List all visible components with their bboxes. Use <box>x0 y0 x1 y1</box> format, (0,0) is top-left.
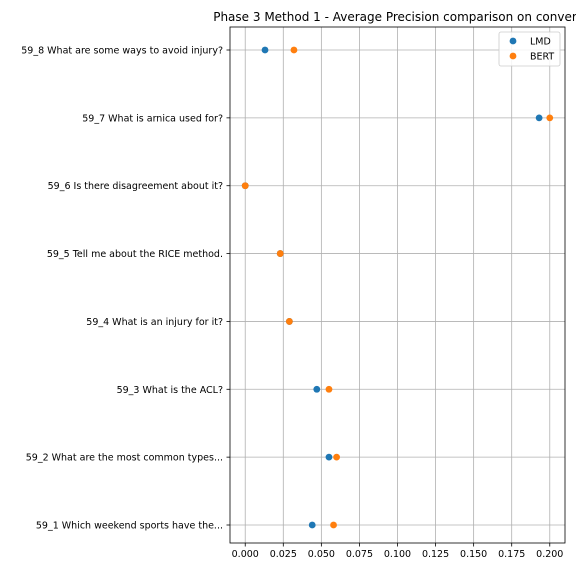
point-lmd <box>313 385 321 393</box>
point-bert <box>241 182 249 190</box>
y-tick-label: 59_1 Which weekend sports have the... <box>36 521 223 532</box>
legend-label-lmd: LMD <box>530 37 551 48</box>
legend-marker-bert <box>509 52 517 60</box>
point-bert <box>546 114 554 122</box>
point-bert <box>285 318 293 325</box>
point-bert <box>333 453 340 461</box>
grid <box>230 27 565 543</box>
point-lmd <box>261 46 269 54</box>
x-tick-label: 0.150 <box>460 549 487 560</box>
axis-ticks: 0.000 0.025 0.050 0.075 0.100 0.125 0.150 0.175… <box>21 46 563 561</box>
y-tick-label: 59_2 What are the most common types... <box>26 453 223 464</box>
legend: LMD BERT <box>498 31 561 67</box>
y-tick-label: 59_6 Is there disagreement about it? <box>48 181 223 192</box>
data-points <box>241 46 554 529</box>
x-tick-label: 0.050 <box>308 549 335 560</box>
legend-label-bert: BERT <box>530 52 554 63</box>
point-lmd <box>325 453 333 461</box>
x-tick-label: 0.025 <box>270 549 297 560</box>
x-tick-label: 0.075 <box>346 549 373 560</box>
point-bert <box>330 521 337 529</box>
point-bert <box>276 250 284 257</box>
y-tick-label: 59_8 What are some ways to avoid injury? <box>21 46 223 57</box>
y-tick-label: 59_4 What is an injury for it? <box>86 317 223 328</box>
point-lmd <box>535 114 543 122</box>
x-tick-label: 0.000 <box>232 549 259 560</box>
chart-title: Phase 3 Method 1 - Average Precision com… <box>213 10 576 24</box>
point-lmd <box>308 521 316 529</box>
y-tick-label: 59_5 Tell me about the RICE method. <box>47 249 223 260</box>
x-tick-label: 0.200 <box>536 549 563 560</box>
y-tick-label: 59_3 What is the ACL? <box>117 385 223 396</box>
x-tick-label: 0.100 <box>384 549 411 560</box>
point-bert <box>325 385 333 393</box>
x-tick-label: 0.175 <box>498 549 525 560</box>
legend-marker-lmd <box>509 37 517 45</box>
x-tick-label: 0.125 <box>422 549 449 560</box>
y-tick-label: 59_7 What is arnica used for? <box>82 113 223 124</box>
point-bert <box>290 46 298 54</box>
